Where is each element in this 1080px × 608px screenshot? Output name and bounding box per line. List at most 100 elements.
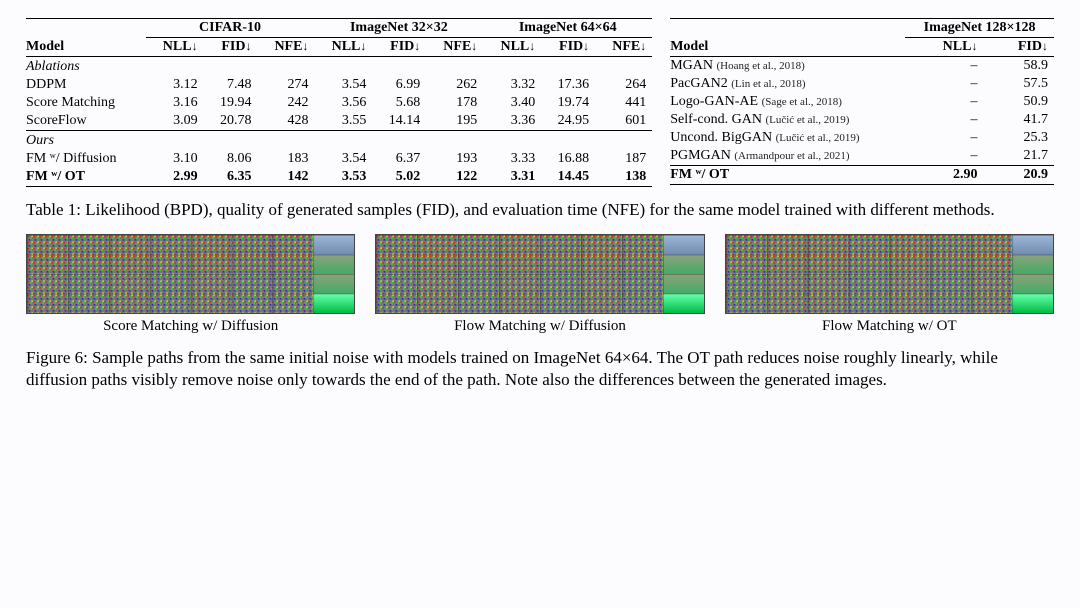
- noise-cell: [150, 235, 191, 255]
- noise-cell: [807, 255, 848, 275]
- cell: 3.53: [314, 168, 372, 187]
- noise-cell: [458, 255, 499, 275]
- noise-cell: [540, 294, 581, 314]
- noise-cell: [622, 255, 663, 275]
- left-metric-row: Model NLL↓FID↓NFE↓NLL↓FID↓NFE↓NLL↓FID↓NF…: [26, 38, 652, 57]
- row-label: FM ʷ/ Diffusion: [26, 150, 146, 168]
- noise-cell: [663, 235, 704, 255]
- right-metric-header: FID↓: [983, 38, 1054, 57]
- noise-cell: [1012, 235, 1053, 255]
- cell: 19.74: [541, 94, 595, 112]
- noise-cell: [376, 235, 417, 255]
- noise-cell: [499, 274, 540, 294]
- cell: 57.5: [983, 75, 1054, 93]
- row-label: Uncond. BigGAN (Lučić et al., 2019): [670, 129, 905, 147]
- noise-cell: [767, 294, 808, 314]
- noise-cell: [1012, 274, 1053, 294]
- table-right: ImageNet 128×128 Model NLL↓FID↓ MGAN (Ho…: [670, 18, 1054, 185]
- cell: 21.7: [983, 147, 1054, 166]
- table-row: Score Matching3.1619.942423.565.681783.4…: [26, 94, 652, 112]
- noise-cell: [272, 255, 313, 275]
- noise-cell: [109, 255, 150, 275]
- noise-grid-2: [725, 234, 1054, 314]
- noise-cell: [150, 274, 191, 294]
- cell: 5.68: [372, 94, 426, 112]
- cell: 8.06: [204, 150, 258, 168]
- left-section-title: Ours: [26, 131, 652, 151]
- cell: 187: [595, 150, 652, 168]
- table-row: PGMGAN (Armandpour et al., 2021)–21.7: [670, 147, 1054, 166]
- cell: 3.10: [146, 150, 204, 168]
- cell: 6.35: [204, 168, 258, 187]
- noise-cell: [417, 274, 458, 294]
- noise-cell: [1012, 255, 1053, 275]
- noise-cell: [191, 274, 232, 294]
- table-row: FM ʷ/ Diffusion3.108.061833.546.371933.3…: [26, 150, 652, 168]
- noise-cell: [807, 294, 848, 314]
- cell: 3.33: [483, 150, 541, 168]
- noise-cell: [150, 255, 191, 275]
- cell: –: [905, 129, 983, 147]
- noise-cell: [313, 235, 354, 255]
- cell: 3.32: [483, 76, 541, 94]
- cell: 6.37: [372, 150, 426, 168]
- right-dataset: ImageNet 128×128: [905, 19, 1054, 38]
- noise-cell: [848, 294, 889, 314]
- noise-cell: [27, 294, 68, 314]
- cell: –: [905, 75, 983, 93]
- noise-cell: [109, 274, 150, 294]
- cell: 50.9: [983, 93, 1054, 111]
- noise-cell: [726, 255, 767, 275]
- noise-cell: [27, 274, 68, 294]
- noise-cell: [848, 274, 889, 294]
- noise-cell: [540, 274, 581, 294]
- left-metric-header: FID↓: [204, 38, 258, 57]
- cell: 3.55: [314, 112, 372, 131]
- fig-label-1: Flow Matching w/ Diffusion: [454, 318, 626, 335]
- cell: 6.99: [372, 76, 426, 94]
- noise-cell: [232, 274, 273, 294]
- noise-cell: [272, 294, 313, 314]
- noise-cell: [313, 294, 354, 314]
- cell: 25.3: [983, 129, 1054, 147]
- noise-cell: [109, 235, 150, 255]
- noise-cell: [581, 255, 622, 275]
- noise-cell: [1012, 294, 1053, 314]
- table-row: Uncond. BigGAN (Lučić et al., 2019)–25.3: [670, 129, 1054, 147]
- cell: 58.9: [983, 57, 1054, 76]
- table-row: FM ʷ/ OT2.996.351423.535.021223.3114.451…: [26, 168, 652, 187]
- noise-cell: [971, 274, 1012, 294]
- left-header-group-row: CIFAR-10 ImageNet 32×32 ImageNet 64×64: [26, 19, 652, 38]
- table-row: ScoreFlow3.0920.784283.5514.141953.3624.…: [26, 112, 652, 131]
- cell: 3.16: [146, 94, 204, 112]
- figure-caption: Figure 6: Sample paths from the same ini…: [26, 347, 1054, 390]
- noise-cell: [232, 255, 273, 275]
- left-metric-header: NLL↓: [146, 38, 204, 57]
- tables-wrap: CIFAR-10 ImageNet 32×32 ImageNet 64×64 M…: [26, 18, 1054, 187]
- noise-cell: [581, 274, 622, 294]
- cell: 19.94: [204, 94, 258, 112]
- cell: 183: [257, 150, 314, 168]
- left-section-row: Ours: [26, 131, 652, 151]
- row-label: FM ʷ/ OT: [670, 166, 905, 185]
- noise-cell: [109, 294, 150, 314]
- noise-cell: [622, 294, 663, 314]
- noise-cell: [232, 235, 273, 255]
- cell: 195: [426, 112, 483, 131]
- cell: 3.56: [314, 94, 372, 112]
- noise-cell: [726, 235, 767, 255]
- noise-cell: [191, 235, 232, 255]
- noise-cell: [417, 235, 458, 255]
- cell: 7.48: [204, 76, 258, 94]
- noise-cell: [417, 294, 458, 314]
- fig-label-2: Flow Matching w/ OT: [822, 318, 957, 335]
- right-model-header: Model: [670, 38, 905, 57]
- cell: 138: [595, 168, 652, 187]
- noise-cell: [848, 255, 889, 275]
- noise-cell: [663, 294, 704, 314]
- fig-label-0: Score Matching w/ Diffusion: [103, 318, 278, 335]
- noise-cell: [68, 235, 109, 255]
- noise-cell: [313, 274, 354, 294]
- cell: 3.09: [146, 112, 204, 131]
- right-metric-row: Model NLL↓FID↓: [670, 38, 1054, 57]
